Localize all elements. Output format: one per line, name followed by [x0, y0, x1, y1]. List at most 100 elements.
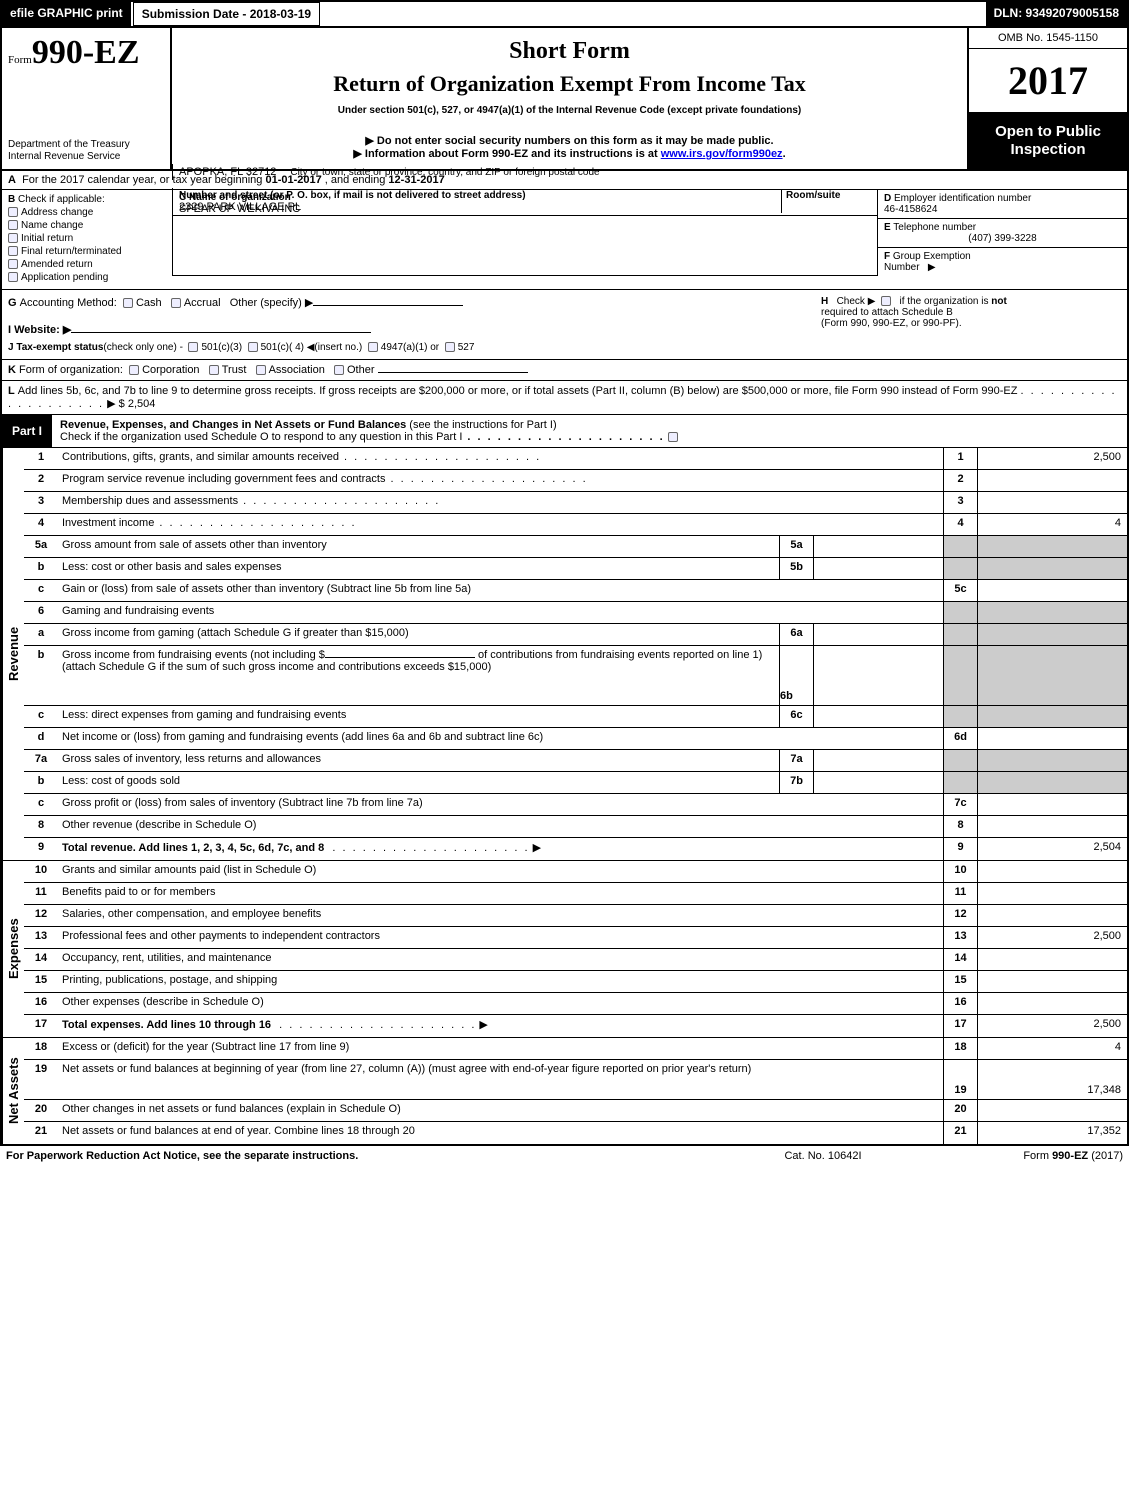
line-4: 4Investment income44	[24, 514, 1127, 536]
b-item-0: Address change	[21, 207, 93, 218]
radio-trust[interactable]	[209, 365, 219, 375]
checkbox-address-change[interactable]	[8, 207, 18, 217]
k-other-input[interactable]	[378, 372, 528, 373]
ln-desc: Total revenue. Add lines 1, 2, 3, 4, 5c,…	[58, 838, 943, 860]
row-l: L Add lines 5b, 6c, and 7b to line 9 to …	[0, 381, 1129, 415]
ln-num: 13	[24, 927, 58, 948]
row-k: K Form of organization: Corporation Trus…	[0, 360, 1129, 381]
radio-4947[interactable]	[368, 342, 378, 352]
line-13: 13Professional fees and other payments t…	[24, 927, 1127, 949]
line-21: 21Net assets or fund balances at end of …	[24, 1122, 1127, 1144]
ln-rnum: 3	[943, 492, 977, 513]
radio-accrual[interactable]	[171, 298, 181, 308]
radio-501c4[interactable]	[248, 342, 258, 352]
ln-subcol: 6c	[779, 706, 813, 727]
checkbox-initial-return[interactable]	[8, 233, 18, 243]
room-label: Room/suite	[786, 190, 871, 201]
expenses-lines: 10Grants and similar amounts paid (list …	[24, 861, 1127, 1037]
section-h: H Check ▶ if the organization is not req…	[821, 296, 1121, 353]
footer-right-pre: Form	[1023, 1150, 1052, 1162]
ln-rnum-shade	[943, 706, 977, 727]
f-value: ▶	[928, 262, 936, 273]
f-heading: Group Exemption	[893, 251, 971, 262]
checkbox-h[interactable]	[881, 296, 891, 306]
radio-corporation[interactable]	[129, 365, 139, 375]
ln-val: 17,352	[977, 1122, 1127, 1144]
ln-val-shade	[977, 558, 1127, 579]
b-item-2: Initial return	[21, 233, 73, 244]
ln-num: c	[24, 794, 58, 815]
ln-num: b	[24, 558, 58, 579]
ln-rnum: 18	[943, 1038, 977, 1059]
checkbox-amended-return[interactable]	[8, 259, 18, 269]
line-14: 14Occupancy, rent, utilities, and mainte…	[24, 949, 1127, 971]
spacer	[320, 2, 985, 26]
line-1: 1Contributions, gifts, grants, and simil…	[24, 448, 1127, 470]
k-text: Form of organization:	[19, 364, 123, 376]
ln-rnum: 13	[943, 927, 977, 948]
radio-cash[interactable]	[123, 298, 133, 308]
g-other-input[interactable]	[313, 305, 463, 306]
ln-val-shade	[977, 624, 1127, 645]
radio-association[interactable]	[256, 365, 266, 375]
line-17: 17Total expenses. Add lines 10 through 1…	[24, 1015, 1127, 1037]
radio-527[interactable]	[445, 342, 455, 352]
section-b: B Check if applicable: Address change Na…	[2, 190, 172, 289]
radio-other-org[interactable]	[334, 365, 344, 375]
ln-subval	[813, 624, 943, 645]
label-g: G	[8, 297, 17, 309]
netassets-group: Net Assets 18Excess or (deficit) for the…	[2, 1037, 1127, 1144]
ln-rnum-shade	[943, 536, 977, 557]
submission-date: Submission Date - 2018-03-19	[133, 2, 320, 26]
ln-desc: Net income or (loss) from gaming and fun…	[58, 728, 943, 749]
open-to-public: Open to Public Inspection	[969, 113, 1127, 169]
section-c-city: APOPKA, FL 32712 City or town, state or …	[172, 164, 877, 180]
radio-501c3[interactable]	[188, 342, 198, 352]
agency: Department of the Treasury Internal Reve…	[8, 139, 164, 163]
ln-subcol: 7a	[779, 750, 813, 771]
ln-num: c	[24, 580, 58, 601]
g-opt-1: Accrual	[184, 297, 221, 309]
b-item-4: Amended return	[21, 259, 93, 270]
ln-rnum: 8	[943, 816, 977, 837]
agency-line1: Department of the Treasury	[8, 139, 164, 151]
ln-desc: Investment income	[58, 514, 943, 535]
tax-year: 2017	[969, 49, 1127, 113]
k-opt-0: Corporation	[142, 364, 199, 376]
checkbox-schedule-o[interactable]	[668, 432, 678, 442]
ln-rnum: 19	[943, 1060, 977, 1099]
footer-center: Cat. No. 10642I	[723, 1150, 923, 1162]
l9-bold: Total revenue. Add lines 1, 2, 3, 4, 5c,…	[62, 842, 324, 854]
checkbox-final-return[interactable]	[8, 246, 18, 256]
instructions-link[interactable]: www.irs.gov/form990ez	[661, 148, 783, 160]
ln-val: 2,500	[977, 927, 1127, 948]
e-heading: Telephone number	[893, 222, 976, 233]
checkbox-application-pending[interactable]	[8, 272, 18, 282]
ln-subcol: 6b	[779, 646, 813, 705]
ln-desc: Total expenses. Add lines 10 through 16 …	[58, 1015, 943, 1037]
ln-num: 20	[24, 1100, 58, 1121]
footer-right-bold: 990-EZ	[1052, 1150, 1088, 1162]
ln-rnum-shade	[943, 750, 977, 771]
l-text: Add lines 5b, 6c, and 7b to line 9 to de…	[18, 385, 1018, 397]
ln-desc: Membership dues and assessments	[58, 492, 943, 513]
line-6b: bGross income from fundraising events (n…	[24, 646, 1127, 706]
ln-rnum-shade	[943, 772, 977, 793]
l6b-amount-input[interactable]	[325, 657, 475, 658]
efile-print-button[interactable]: efile GRAPHIC print	[2, 2, 133, 26]
ln-val: 2,500	[977, 1015, 1127, 1037]
ln-num: b	[24, 772, 58, 793]
label-a: A	[8, 174, 16, 186]
ln-desc: Gain or (loss) from sale of assets other…	[58, 580, 943, 601]
ln-rnum: 11	[943, 883, 977, 904]
checkbox-name-change[interactable]	[8, 220, 18, 230]
ln-val	[977, 492, 1127, 513]
ln-num: 10	[24, 861, 58, 882]
website-input[interactable]	[71, 332, 371, 333]
ln-rnum-shade	[943, 602, 977, 623]
ln-desc: Less: cost or other basis and sales expe…	[58, 558, 779, 579]
ln-num: 3	[24, 492, 58, 513]
b-item-1: Name change	[21, 220, 83, 231]
line-18: 18Excess or (deficit) for the year (Subt…	[24, 1038, 1127, 1060]
row-i: I Website: ▶	[8, 323, 821, 336]
